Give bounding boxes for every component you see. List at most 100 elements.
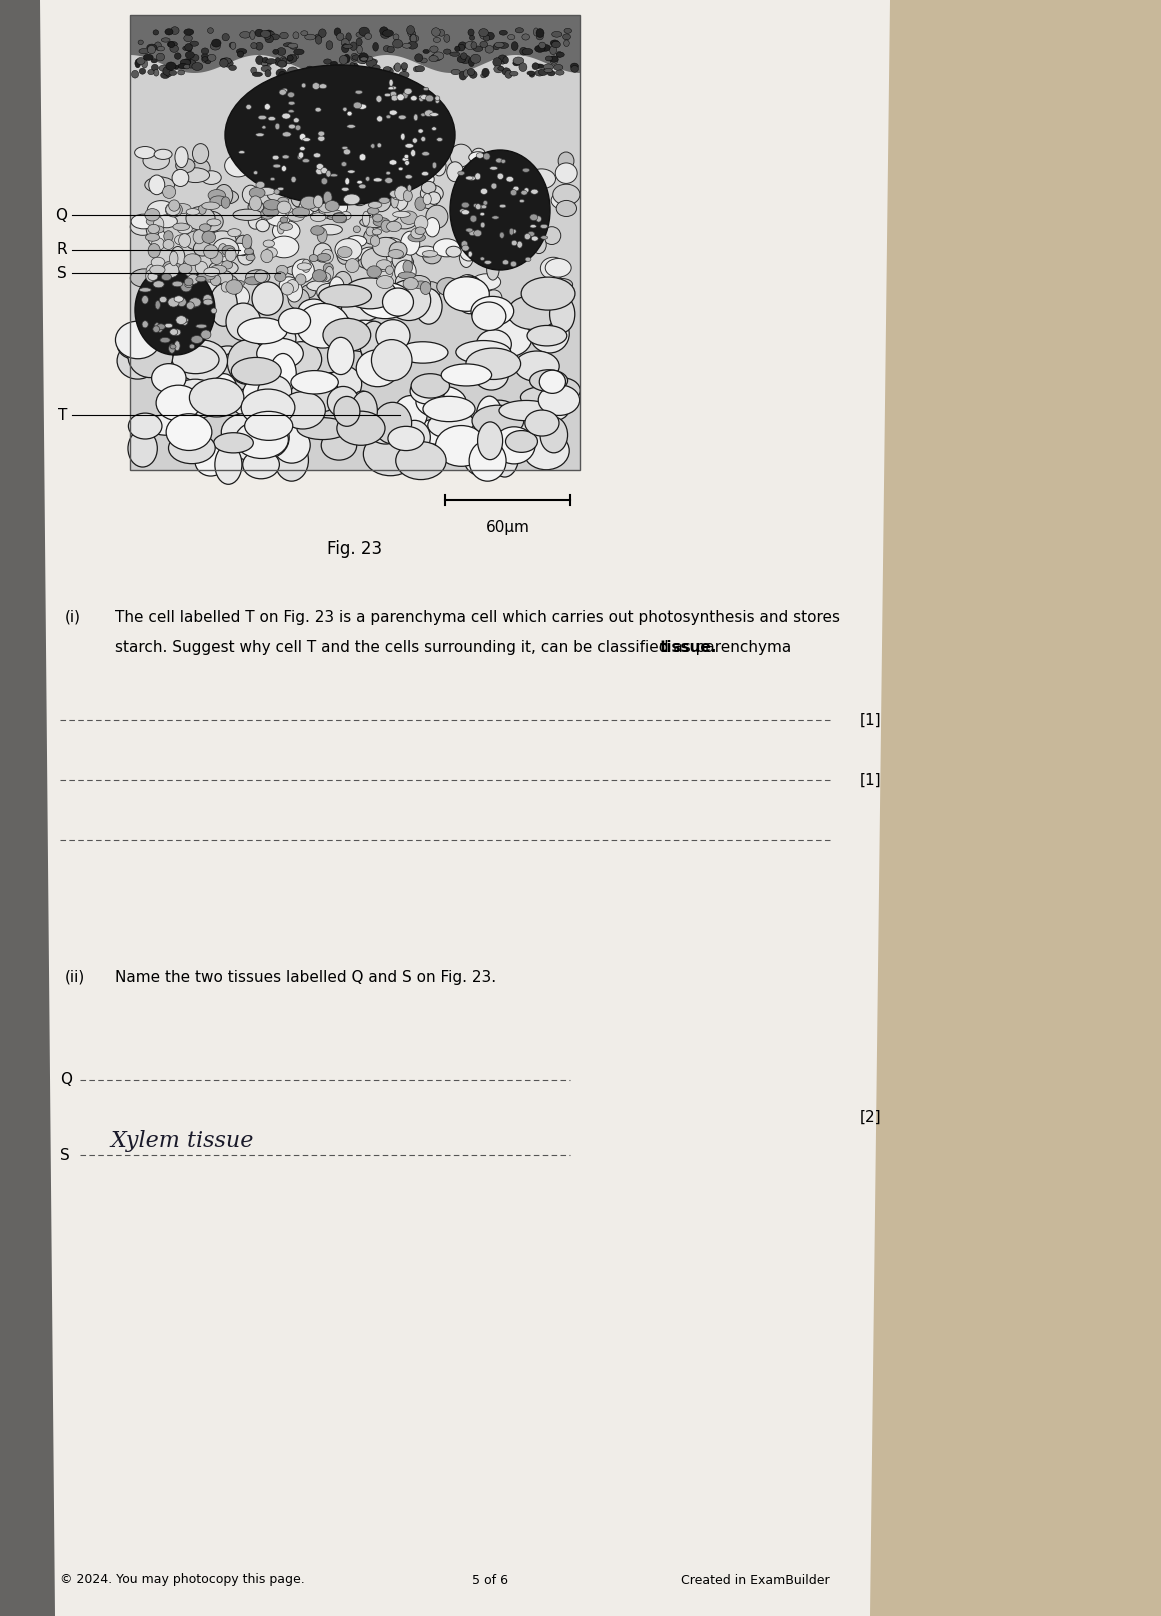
Ellipse shape <box>302 158 310 163</box>
Ellipse shape <box>425 218 440 238</box>
Ellipse shape <box>539 42 546 48</box>
Ellipse shape <box>311 226 324 236</box>
Ellipse shape <box>370 144 375 149</box>
Ellipse shape <box>370 236 380 246</box>
Ellipse shape <box>197 271 215 280</box>
Ellipse shape <box>344 278 397 309</box>
Ellipse shape <box>358 247 382 267</box>
Ellipse shape <box>398 271 416 280</box>
Ellipse shape <box>190 40 199 47</box>
Ellipse shape <box>399 71 409 78</box>
Ellipse shape <box>308 191 320 212</box>
Ellipse shape <box>280 391 325 428</box>
Ellipse shape <box>551 31 562 37</box>
Ellipse shape <box>277 221 284 234</box>
Ellipse shape <box>312 270 326 281</box>
Ellipse shape <box>326 40 333 50</box>
Ellipse shape <box>236 420 288 459</box>
Ellipse shape <box>174 204 192 213</box>
Ellipse shape <box>365 32 372 39</box>
Ellipse shape <box>540 417 568 452</box>
Ellipse shape <box>403 191 412 202</box>
Ellipse shape <box>254 270 267 283</box>
Ellipse shape <box>519 199 525 202</box>
Ellipse shape <box>449 52 460 57</box>
Ellipse shape <box>514 351 560 381</box>
Ellipse shape <box>273 155 279 160</box>
Ellipse shape <box>334 200 347 215</box>
Ellipse shape <box>165 29 173 36</box>
Ellipse shape <box>408 29 414 37</box>
Ellipse shape <box>334 65 342 69</box>
Ellipse shape <box>186 231 207 250</box>
Ellipse shape <box>378 197 390 204</box>
Ellipse shape <box>296 304 349 347</box>
Ellipse shape <box>208 231 236 250</box>
Ellipse shape <box>317 228 327 242</box>
Ellipse shape <box>547 71 555 76</box>
Ellipse shape <box>228 339 267 385</box>
Ellipse shape <box>309 71 317 79</box>
Ellipse shape <box>129 414 163 440</box>
Ellipse shape <box>201 370 228 402</box>
Ellipse shape <box>525 410 558 436</box>
Ellipse shape <box>401 133 405 141</box>
Ellipse shape <box>474 204 477 207</box>
Text: Q: Q <box>60 1073 72 1088</box>
Ellipse shape <box>360 60 366 63</box>
Ellipse shape <box>521 191 527 196</box>
Ellipse shape <box>495 42 504 47</box>
Ellipse shape <box>273 427 310 464</box>
Ellipse shape <box>403 260 412 273</box>
Ellipse shape <box>238 247 254 265</box>
Ellipse shape <box>215 270 232 284</box>
Ellipse shape <box>222 246 236 255</box>
Ellipse shape <box>327 386 359 417</box>
Ellipse shape <box>423 396 475 422</box>
Ellipse shape <box>193 229 205 244</box>
Ellipse shape <box>243 234 252 249</box>
Ellipse shape <box>195 262 208 273</box>
Ellipse shape <box>163 186 175 199</box>
Ellipse shape <box>286 280 303 302</box>
Ellipse shape <box>317 271 331 283</box>
Ellipse shape <box>446 428 492 459</box>
Ellipse shape <box>186 52 194 58</box>
Ellipse shape <box>383 29 394 37</box>
Ellipse shape <box>395 260 416 283</box>
Ellipse shape <box>392 39 403 48</box>
Ellipse shape <box>142 296 149 304</box>
Ellipse shape <box>173 223 189 231</box>
Ellipse shape <box>245 276 260 284</box>
Ellipse shape <box>275 271 286 281</box>
Ellipse shape <box>435 99 439 103</box>
Ellipse shape <box>341 296 382 322</box>
Ellipse shape <box>450 69 460 74</box>
Ellipse shape <box>406 26 414 34</box>
Ellipse shape <box>157 47 165 52</box>
Ellipse shape <box>462 246 469 250</box>
Ellipse shape <box>313 196 323 208</box>
Ellipse shape <box>208 27 214 34</box>
Ellipse shape <box>535 45 545 52</box>
Ellipse shape <box>507 296 557 330</box>
Ellipse shape <box>135 147 156 158</box>
Ellipse shape <box>366 58 376 68</box>
Ellipse shape <box>377 283 396 302</box>
Ellipse shape <box>470 215 477 221</box>
Ellipse shape <box>252 281 283 315</box>
Ellipse shape <box>558 152 574 170</box>
Ellipse shape <box>200 225 211 231</box>
Ellipse shape <box>178 297 187 307</box>
Ellipse shape <box>289 124 295 129</box>
Text: Fig. 23: Fig. 23 <box>327 540 383 558</box>
Ellipse shape <box>210 196 228 205</box>
Ellipse shape <box>186 60 196 68</box>
Ellipse shape <box>280 217 288 223</box>
Ellipse shape <box>405 144 413 149</box>
Ellipse shape <box>279 276 298 294</box>
Ellipse shape <box>510 228 513 234</box>
Ellipse shape <box>202 171 222 184</box>
Ellipse shape <box>137 58 145 65</box>
Ellipse shape <box>238 318 287 344</box>
